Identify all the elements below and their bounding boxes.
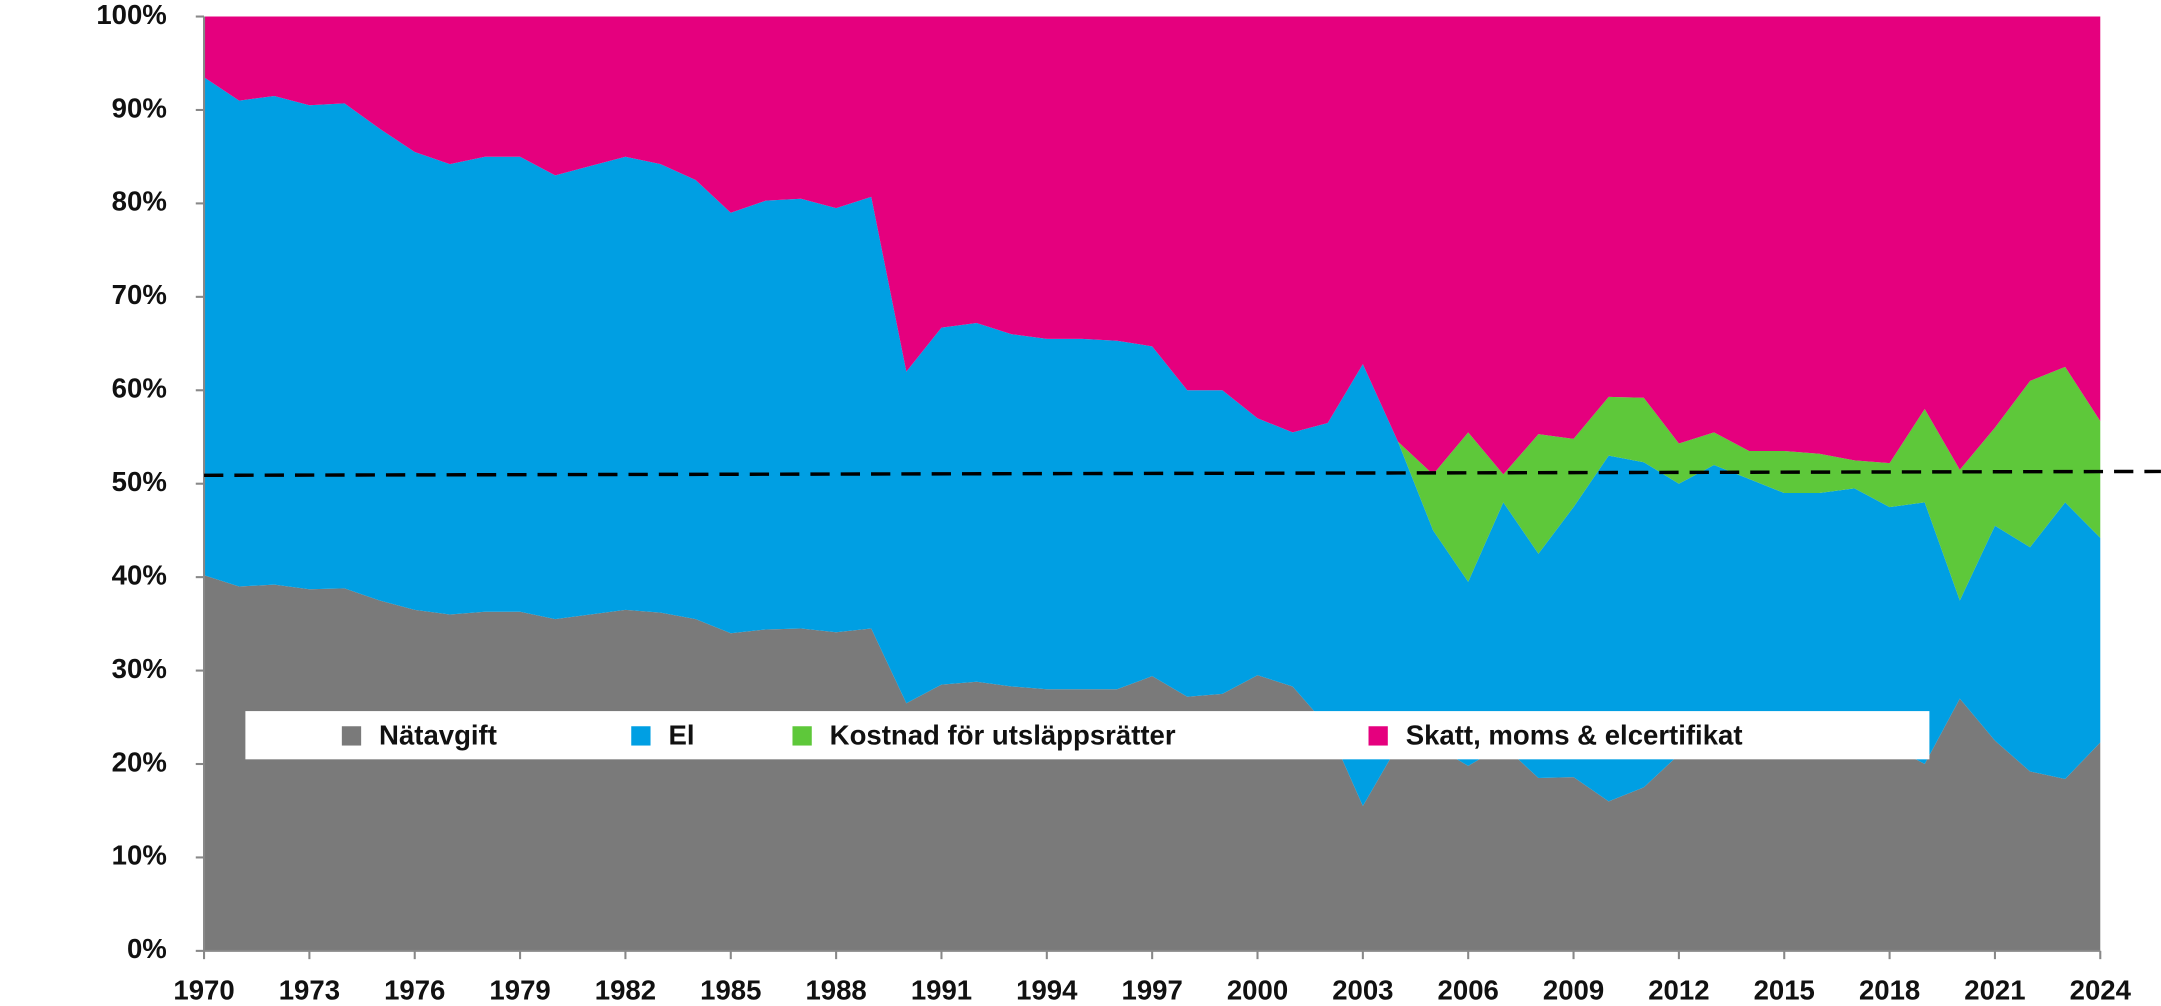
area	[204, 16, 2101, 475]
y-tick-label: 100%	[96, 0, 166, 30]
area	[1397, 366, 2101, 601]
legend-label: Kostnad för utsläppsrätter	[830, 720, 1176, 751]
x-tick-label: 2000	[1227, 975, 1288, 1006]
y-tick-label: 60%	[112, 373, 167, 404]
x-tick-label: 2024	[2070, 975, 2132, 1006]
x-tick-label: 1985	[700, 975, 761, 1006]
x-tick-label: 2018	[1859, 975, 1920, 1006]
x-tick-label: 2021	[1964, 975, 2025, 1006]
x-tick-label: 1976	[384, 975, 445, 1006]
x-tick-label: 1988	[805, 975, 866, 1006]
legend-swatch	[792, 726, 812, 746]
y-tick-label: 80%	[112, 186, 167, 217]
x-tick-label: 1970	[173, 975, 234, 1006]
area	[204, 77, 2101, 807]
y-tick-label: 90%	[112, 92, 167, 123]
legend-box	[245, 711, 1930, 760]
y-tick-label: 20%	[112, 746, 167, 777]
x-tick-label: 1991	[911, 975, 972, 1006]
reference-line	[204, 469, 2161, 478]
x-tick-label: 1982	[595, 975, 656, 1006]
y-tick-label: 50%	[112, 466, 167, 497]
legend-label: Skatt, moms & elcertifikat	[1406, 720, 1743, 751]
x-tick-label: 1979	[489, 975, 550, 1006]
x-tick-label: 2012	[1648, 975, 1709, 1006]
area	[204, 575, 2101, 951]
legend-swatch	[631, 726, 651, 746]
y-tick-label: 40%	[112, 559, 167, 590]
y-tick-label: 30%	[112, 653, 167, 684]
x-tick-label: 1973	[279, 975, 340, 1006]
x-tick-label: 2015	[1754, 975, 1815, 1006]
legend-label: Nätavgift	[379, 720, 497, 751]
y-tick-label: 70%	[112, 279, 167, 310]
x-tick-label: 2003	[1332, 975, 1393, 1006]
legend-swatch	[341, 726, 362, 746]
legend-swatch	[1368, 726, 1388, 746]
y-tick-label: 0%	[127, 933, 167, 964]
x-tick-label: 1997	[1122, 975, 1183, 1006]
x-tick-label: 1994	[1016, 975, 1078, 1006]
y-tick-label: 10%	[112, 840, 167, 871]
legend-label: El	[668, 720, 694, 751]
x-tick-label: 2006	[1438, 975, 1499, 1006]
x-tick-label: 2009	[1543, 975, 1604, 1006]
